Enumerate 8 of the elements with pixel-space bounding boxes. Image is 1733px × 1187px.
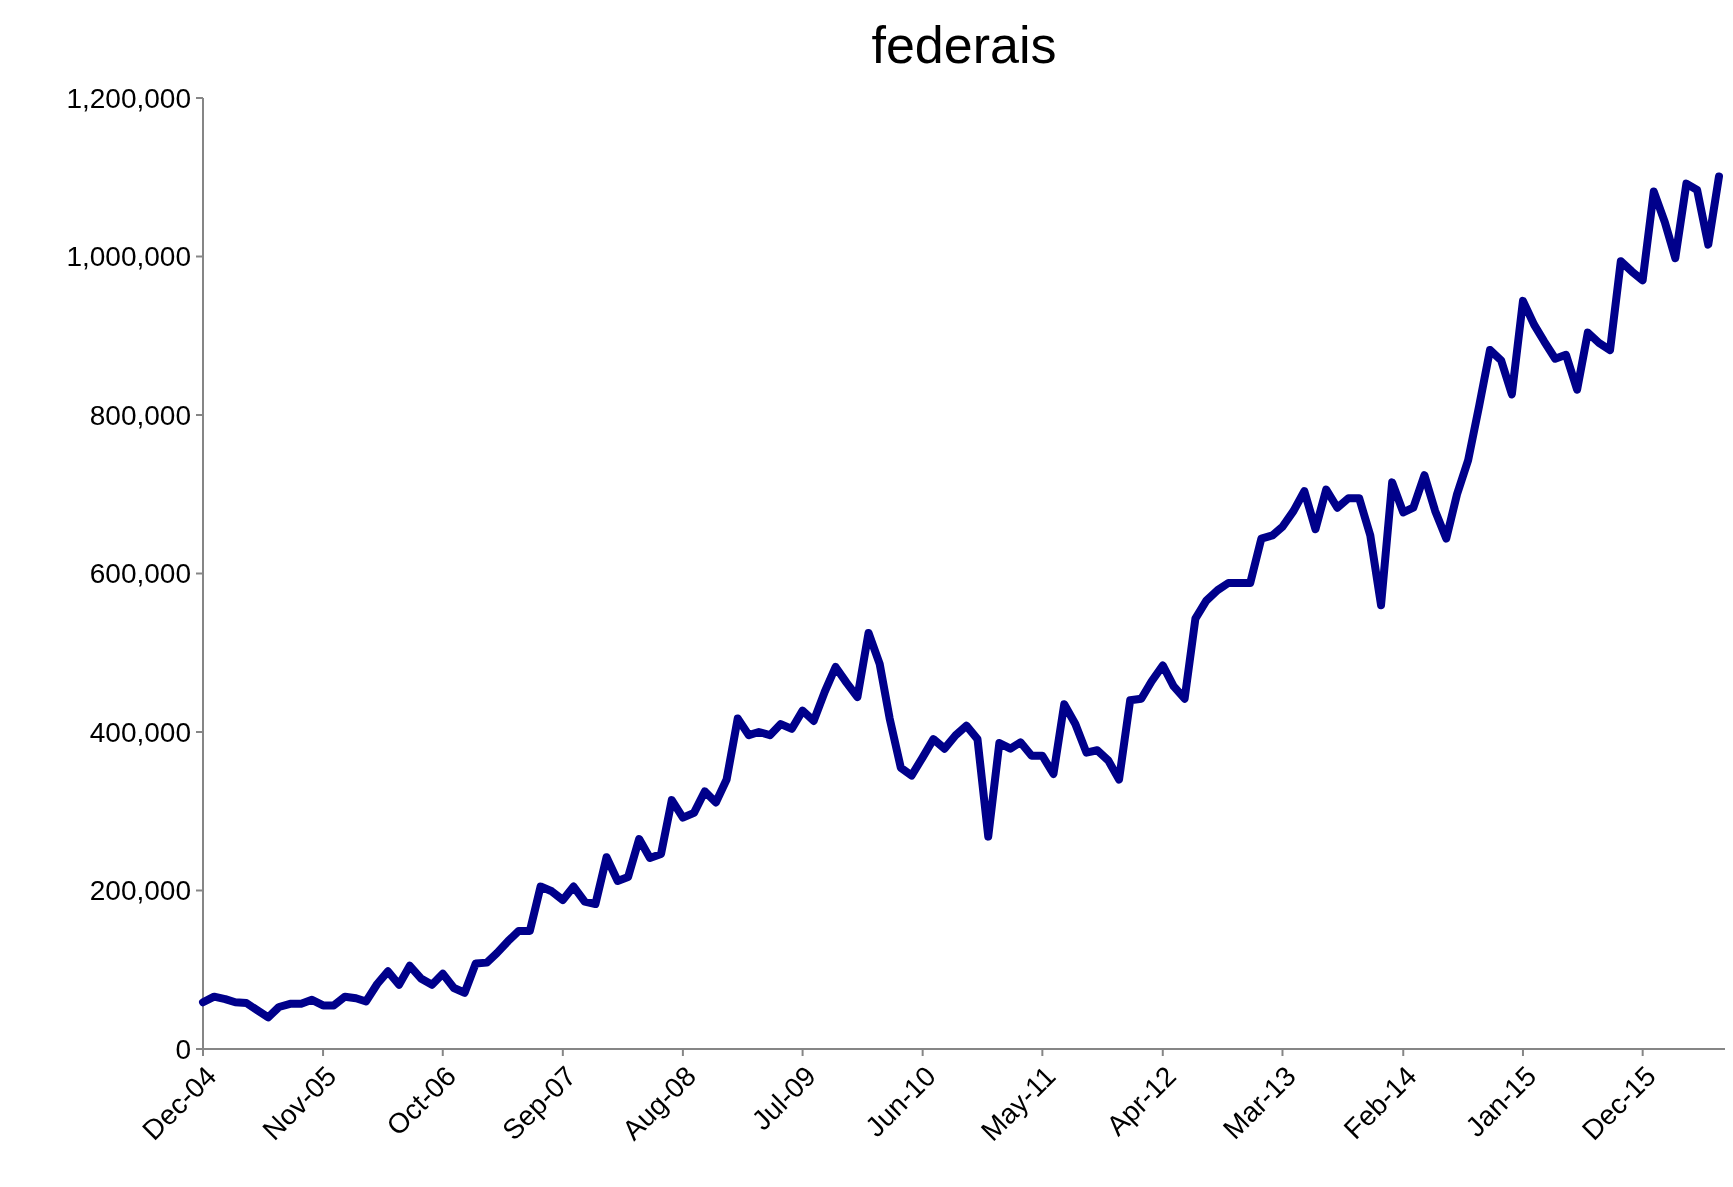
y-tick-label: 400,000 — [89, 716, 191, 748]
y-tick-label: 1,200,000 — [66, 82, 191, 114]
y-tick-label: 0 — [175, 1033, 191, 1065]
y-tick-label: 200,000 — [89, 875, 191, 907]
y-tick-label: 600,000 — [89, 558, 191, 590]
y-tick-label: 1,000,000 — [66, 241, 191, 273]
chart-title: federais — [871, 16, 1057, 74]
y-tick-label: 800,000 — [89, 399, 191, 431]
